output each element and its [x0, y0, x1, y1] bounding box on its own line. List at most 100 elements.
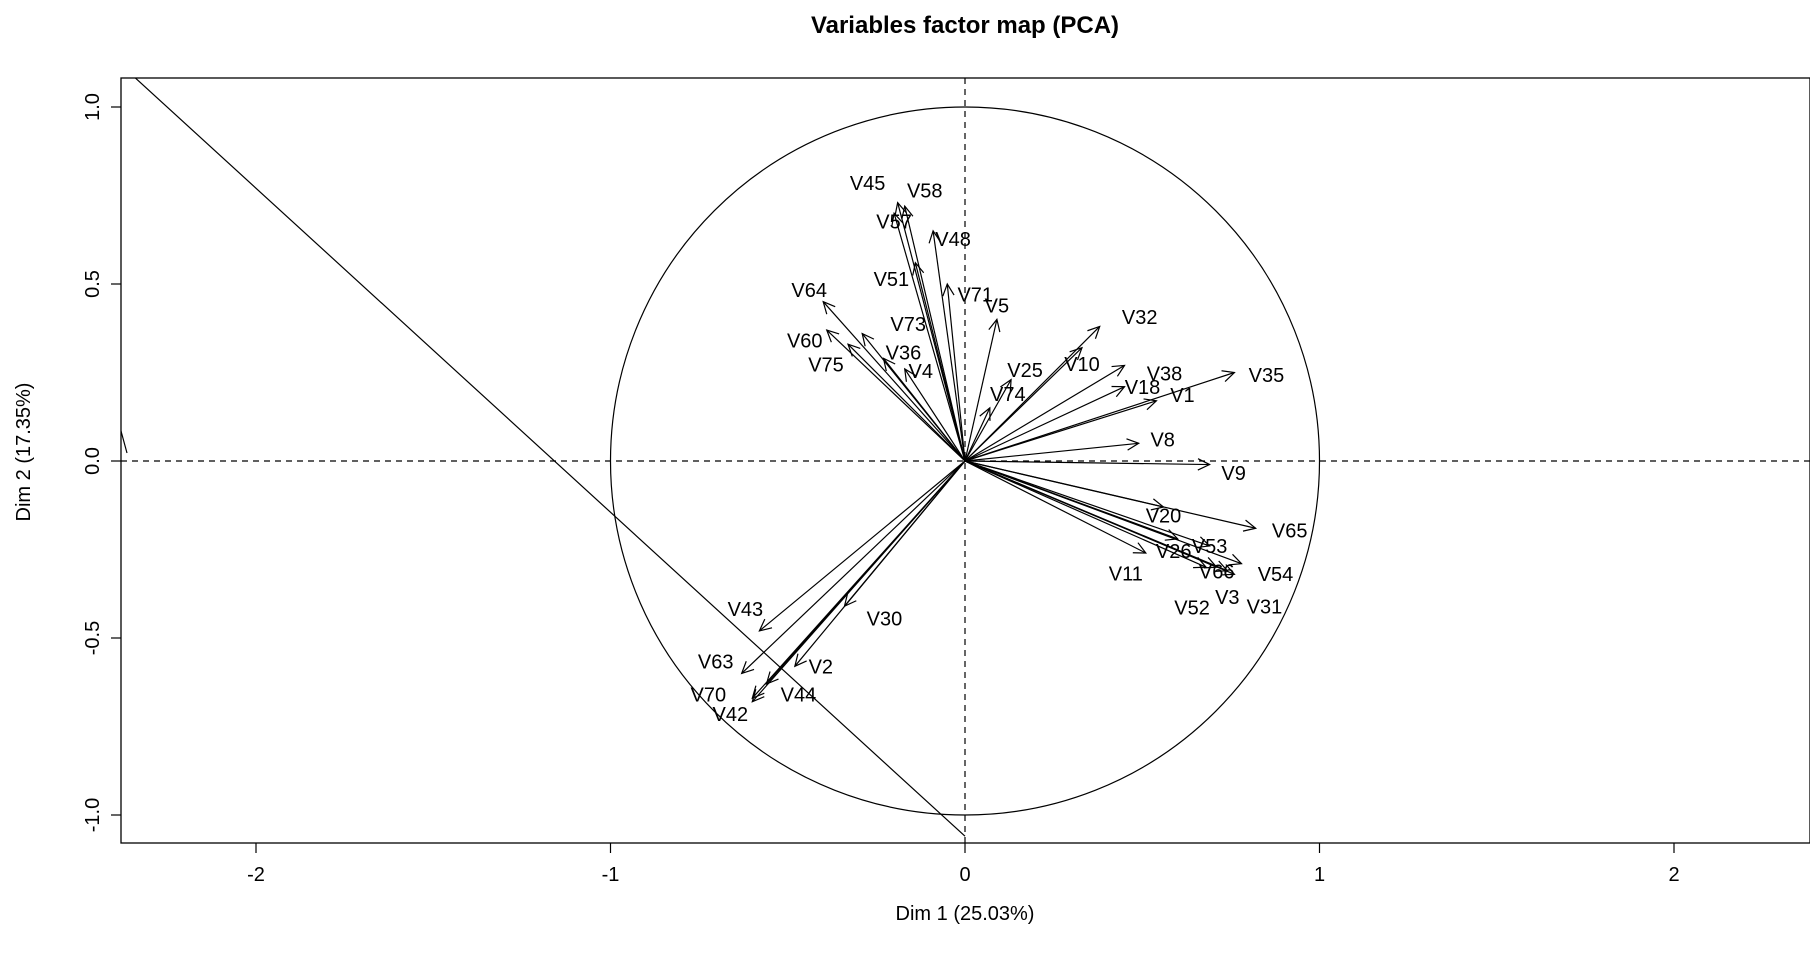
variable-vector-v74: V74: [964, 384, 1026, 462]
arrow-head: [1197, 458, 1211, 471]
arrow-head: [894, 201, 907, 216]
variable-label: V74: [990, 384, 1026, 406]
arrow-head: [1242, 519, 1258, 532]
variable-vector-v65: V65: [964, 460, 1308, 543]
variable-label: V36: [886, 343, 922, 365]
variable-label: V54: [1258, 564, 1294, 586]
variable-label: V60: [787, 330, 823, 352]
x-tick-label: -2: [247, 864, 265, 886]
arrow-shaft: [964, 460, 1242, 565]
variable-vector-v43: V43: [728, 460, 966, 632]
arrow-shaft: [893, 213, 966, 462]
variable-vector-v2: V2: [793, 460, 966, 679]
variable-label: V75: [808, 354, 844, 376]
variable-vector-v25: V25: [964, 360, 1043, 462]
variable-vector-v35: V35: [964, 365, 1285, 462]
variable-label: V58: [907, 180, 943, 202]
variable-vector-v64: V64: [791, 280, 966, 462]
variable-vector-v38: V38: [964, 364, 1183, 462]
variable-vector-v36: V36: [882, 343, 966, 462]
arrow-head: [751, 685, 765, 700]
y-tick-label: -1.0: [82, 798, 104, 832]
variable-label: V44: [781, 684, 817, 706]
variable-label: V71: [957, 284, 993, 306]
variable-label: V8: [1150, 430, 1174, 452]
arrow-shaft: [932, 230, 966, 462]
arrow-shaft: [964, 460, 1147, 554]
variable-label: V5: [985, 296, 1009, 318]
arrow-head: [765, 671, 779, 686]
variable-vector-v18: V18: [964, 377, 1161, 462]
arrow-shaft: [759, 460, 966, 632]
arrow-head: [1111, 385, 1126, 398]
variable-vector-v8: V8: [964, 430, 1175, 462]
left-edge-mark: [121, 430, 128, 454]
arrow-shaft: [964, 460, 1210, 547]
variable-vector-v60: V60: [787, 329, 966, 462]
variable-label: V9: [1221, 463, 1245, 485]
arrow-head: [901, 204, 914, 219]
variable-label: V52: [1174, 597, 1210, 619]
variable-label: V18: [1125, 377, 1161, 399]
variable-label: V51: [874, 269, 910, 291]
arrow-shaft: [964, 460, 1207, 568]
y-tick-label: 0.5: [82, 270, 104, 298]
arrow-shaft: [822, 301, 966, 462]
variable-vector-v57: V57: [876, 211, 966, 462]
variable-label: V25: [1007, 360, 1043, 382]
arrow-head: [1000, 378, 1012, 393]
arrow-shaft: [794, 460, 966, 667]
arrow-shaft: [882, 357, 966, 462]
variable-label: V64: [791, 280, 827, 302]
variable-vector-v54: V54: [964, 460, 1294, 586]
variable-label: V38: [1147, 364, 1183, 386]
variable-label: V65: [1272, 521, 1308, 543]
arrow-head: [903, 367, 917, 382]
arrow-head: [861, 332, 875, 347]
variable-label: V66: [1199, 561, 1235, 583]
variable-vector-v75: V75: [808, 343, 966, 462]
arrow-shaft: [964, 319, 998, 462]
variable-vector-v9: V9: [964, 458, 1246, 485]
variable-label: V70: [691, 684, 727, 706]
variable-label: V35: [1249, 365, 1285, 387]
variable-label: V48: [935, 229, 971, 251]
arrow-head: [942, 282, 955, 297]
diagonal-line: [134, 78, 966, 837]
arrow-shaft: [964, 400, 1157, 462]
arrow-shaft: [914, 262, 966, 462]
variable-vector-v5: V5: [964, 296, 1009, 462]
arrow-head: [891, 211, 904, 227]
arrow-shaft: [766, 460, 966, 685]
variable-vector-v10: V10: [964, 346, 1100, 462]
arrow-head: [928, 229, 941, 244]
variable-vector-v3: V3: [964, 460, 1240, 609]
arrow-shaft: [964, 460, 1235, 575]
variable-vector-v20: V20: [964, 460, 1182, 527]
arrow-shaft: [964, 371, 1235, 462]
arrow-head: [1221, 564, 1236, 576]
arrow-head: [1143, 398, 1158, 411]
variable-label: V20: [1146, 505, 1182, 527]
arrow-head: [1221, 370, 1236, 382]
arrow-head: [979, 406, 991, 421]
arrow-shaft: [964, 347, 1083, 462]
arrow-shaft: [964, 442, 1139, 462]
arrow-head: [1111, 364, 1126, 377]
arrow-head: [882, 357, 896, 372]
variable-vector-v1: V1: [964, 385, 1195, 462]
y-tick-label: -0.5: [82, 621, 104, 655]
variable-label: V53: [1192, 536, 1228, 558]
arrow-shaft: [741, 460, 966, 674]
variable-vector-v53: V53: [964, 460, 1228, 558]
variable-label: V63: [698, 652, 734, 674]
variable-label: V73: [890, 314, 926, 336]
variable-vector-v63: V63: [698, 460, 966, 675]
chart-title: Variables factor map (PCA): [811, 12, 1119, 39]
variable-vector-v48: V48: [928, 229, 971, 462]
arrow-shaft: [946, 283, 966, 462]
variable-label: V11: [1109, 563, 1143, 585]
arrow-head: [988, 318, 1001, 333]
arrow-head: [822, 300, 836, 315]
